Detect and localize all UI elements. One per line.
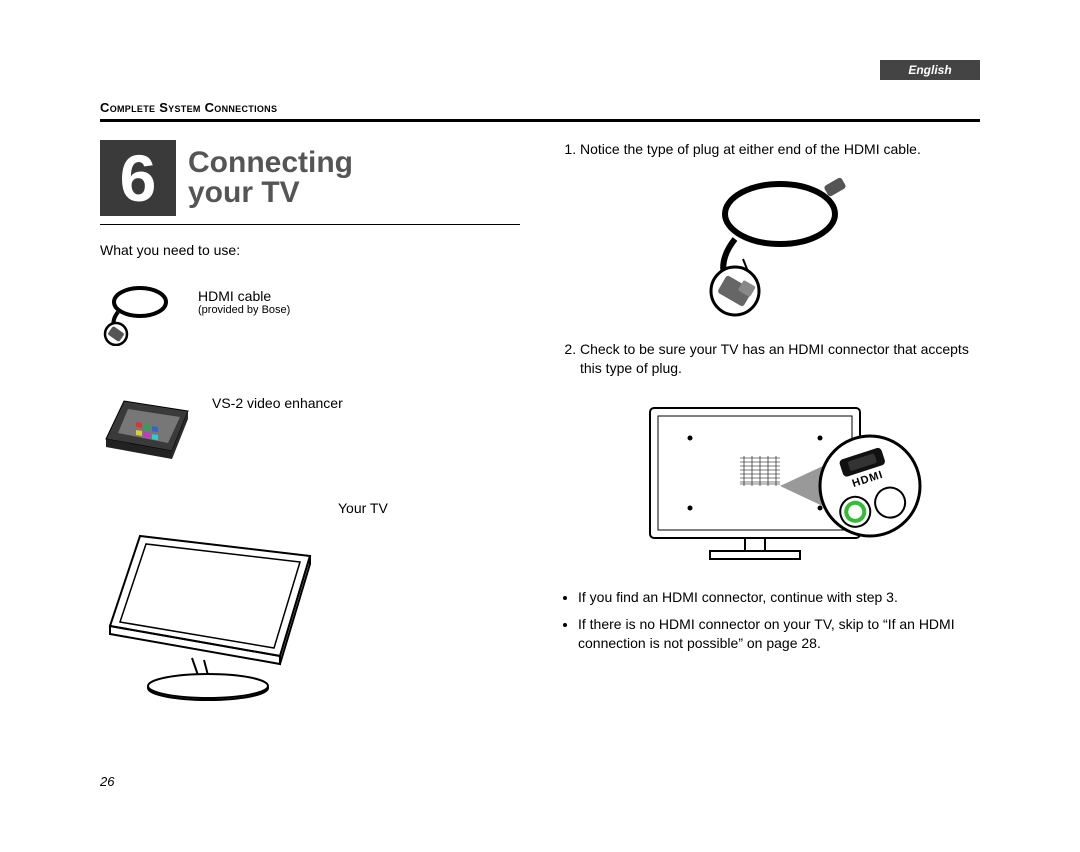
item-label-text: HDMI cable [198, 288, 271, 304]
bullet-list: If you find an HDMI connector, continue … [560, 588, 980, 653]
item-hdmi-cable: HDMI cable (provided by Bose) [100, 272, 520, 367]
item-label-hdmi: HDMI cable (provided by Bose) [198, 272, 290, 316]
needs-intro: What you need to use: [100, 241, 520, 260]
language-label: English [880, 60, 980, 80]
vs2-icon [100, 389, 194, 468]
instruction-list: Notice the type of plug at either end of… [560, 140, 980, 572]
hdmi-cable-icon [100, 282, 180, 351]
right-column: Notice the type of plug at either end of… [560, 140, 980, 739]
item-sub-text: (provided by Bose) [198, 304, 290, 316]
tv-icon [100, 506, 320, 711]
step-title-line2: your TV [188, 176, 300, 209]
bullet-2: If there is no HDMI connector on your TV… [578, 615, 980, 653]
step-rule [100, 224, 520, 225]
instruction-1-figure [580, 169, 980, 324]
section-header: Complete System Connections [100, 100, 980, 115]
instruction-2: Check to be sure your TV has an HDMI con… [580, 340, 980, 573]
instruction-1: Notice the type of plug at either end of… [580, 140, 980, 324]
item-vs2: VS-2 video enhancer [100, 379, 520, 484]
section-rule [100, 119, 980, 122]
content-columns: 6 Connecting your TV What you need to us… [100, 140, 980, 739]
step-number: 6 [100, 140, 176, 216]
instruction-2-text: Check to be sure your TV has an HDMI con… [580, 341, 969, 376]
step-heading: 6 Connecting your TV [100, 140, 520, 216]
item-label-tv: Your TV [338, 496, 388, 516]
instruction-2-figure: HDMI [580, 388, 980, 573]
page-number: 26 [100, 774, 114, 789]
item-tv: Your TV [100, 496, 520, 727]
instruction-1-text: Notice the type of plug at either end of… [580, 141, 921, 157]
bullet-1: If you find an HDMI connector, continue … [578, 588, 980, 607]
step-title-line1: Connecting [188, 146, 353, 179]
step-title: Connecting your TV [188, 148, 353, 208]
item-label-vs2: VS-2 video enhancer [212, 379, 343, 411]
left-column: 6 Connecting your TV What you need to us… [100, 140, 520, 739]
